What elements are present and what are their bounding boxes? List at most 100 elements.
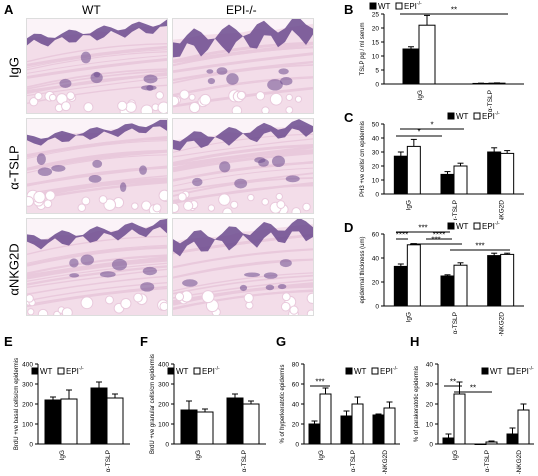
legend-swatch-epi (507, 367, 515, 375)
histo-collagen (173, 258, 313, 279)
histo-collagen (27, 54, 167, 74)
histo-collagen (27, 244, 167, 264)
y-axis-label: TSLP pg / ml serum (360, 23, 366, 76)
bar-epi (517, 409, 530, 445)
histo-follicle (239, 284, 248, 292)
legend-swatch-wt (345, 367, 353, 375)
histo-fat-cell (183, 200, 194, 211)
legend-label-epi-superscript: -/- (215, 366, 220, 372)
bar-epi (453, 393, 466, 445)
histo-fat-cell (174, 292, 185, 302)
legend-label-epi: EPI (482, 112, 495, 121)
histo-fat-cell (199, 93, 212, 106)
chart-g: 0 20 40 60 80 % of hyperkeratotic epidermis Ig… (280, 362, 400, 474)
y-tick-label: 0 (295, 442, 299, 449)
histo-fat-cell (281, 292, 291, 302)
chart-c: 0 10 20 30 40 50 PH3 +ve cells/ cm epidermis Ig… (360, 111, 524, 220)
x-tick-label: α-NKG2D (516, 450, 523, 474)
histo-follicle (192, 177, 203, 187)
y-axis-label: BrdU +ve basal cells/cm epidermis (14, 358, 20, 450)
histo-collagen (173, 143, 313, 165)
histo-follicle (111, 258, 128, 271)
histo-collagen (173, 289, 313, 310)
legend-label-epi: EPI (380, 367, 393, 376)
histo-collagen (27, 49, 167, 69)
histo-fat-cell (33, 190, 46, 204)
histo-follicle (278, 68, 289, 75)
legend-swatch-epi (473, 222, 481, 230)
histo-follicle (88, 175, 102, 183)
histo-collagen (173, 234, 313, 255)
histo-fat-cell (173, 95, 180, 107)
legend-swatch-wt (481, 367, 489, 375)
histo-collagen (173, 64, 313, 84)
histo-collagen (27, 149, 167, 171)
histo-collagen (173, 60, 313, 82)
bar-wt (440, 173, 455, 195)
histology-image-wt-nkg2d (26, 218, 168, 316)
y-tick-label: 0 (165, 442, 169, 449)
histo-follicle (285, 175, 300, 183)
row-label-nkg2d: αNKG2D (6, 243, 22, 296)
y-tick-label: 0 (375, 192, 379, 199)
histo-collagen (173, 76, 313, 96)
histo-follicle (99, 271, 116, 278)
legend-label-wt: WT (176, 367, 189, 376)
histo-fat-cell (285, 93, 293, 101)
histo-follicle (139, 165, 147, 175)
histo-fat-cell (177, 192, 187, 202)
bar-wt (487, 151, 502, 195)
bar-wt (308, 423, 321, 445)
histo-collagen (173, 133, 313, 153)
x-tick-label: IgG (405, 312, 412, 322)
bar-epi (196, 411, 214, 445)
histo-fat-cell (230, 200, 239, 209)
histo-collagen (173, 46, 313, 67)
histo-follicle (234, 178, 248, 189)
histo-fat-cell (155, 91, 164, 100)
y-tick-label: 10 (372, 54, 380, 61)
bar-epi (418, 24, 436, 85)
histo-fat-cell (159, 301, 167, 312)
legend-swatch-wt (31, 367, 39, 375)
histo-follicle (226, 73, 239, 85)
histo-fat-cell (291, 207, 302, 213)
histo-collagen (27, 150, 167, 171)
histo-fat-cell (80, 296, 94, 310)
histo-collagen (173, 274, 313, 295)
bar-epi (60, 398, 78, 445)
legend-label-epi-superscript: -/- (393, 366, 398, 372)
histo-follicle (280, 76, 293, 86)
histo-follicle (142, 266, 157, 276)
row-label-tslp: α-TSLP (6, 145, 22, 190)
legend-swatch-epi (193, 367, 201, 375)
histo-fat-cell (83, 102, 94, 113)
histo-fat-cell (105, 295, 114, 305)
panel-h-letter: H (410, 334, 420, 349)
histo-collagen (173, 184, 313, 205)
panel-g-letter: G (276, 334, 287, 349)
histo-fat-cell (294, 95, 303, 103)
histo-fat-cell (189, 101, 201, 113)
histo-fat-cell (247, 193, 255, 202)
histo-collagen (27, 166, 167, 187)
histo-collagen (173, 248, 313, 269)
chart-b: 0 5 10 15 20 25 TSLP pg / ml serum IgG α-TSLP WT E… (360, 1, 524, 112)
histo-fat-cell (157, 101, 167, 113)
histo-collagen (27, 58, 167, 79)
histo-collagen (173, 149, 313, 171)
histo-epidermis (173, 219, 313, 257)
bar-wt (393, 265, 408, 307)
histo-fat-cell (275, 192, 283, 201)
legend-swatch-wt (369, 2, 377, 10)
histo-follicle (80, 254, 95, 266)
histology-drawing (27, 19, 167, 113)
histo-fat-cell (44, 190, 56, 201)
histo-collagen (27, 51, 167, 71)
x-tick-label: α-TSLP (487, 90, 494, 112)
histo-fat-cell (48, 93, 57, 102)
significance-label: * (430, 121, 433, 130)
histo-fat-cell (43, 199, 53, 209)
x-tick-label: α-TSLP (350, 450, 357, 472)
histo-collagen (27, 258, 167, 280)
